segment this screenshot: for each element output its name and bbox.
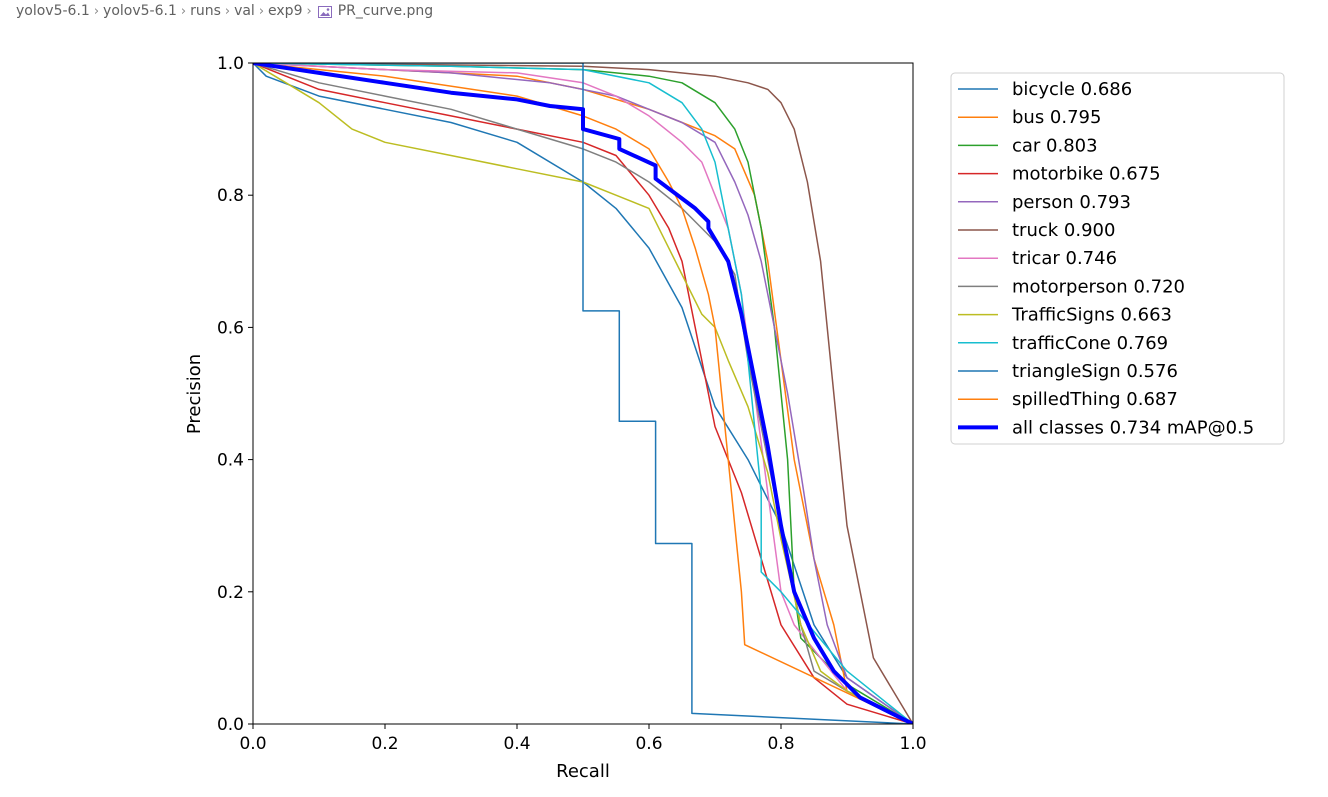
legend-entry-label: truck 0.900	[1012, 220, 1115, 241]
series-line-0	[253, 63, 913, 724]
x-tick-label: 0.8	[767, 734, 794, 754]
legend-entry-label: triangleSign 0.576	[1012, 361, 1178, 382]
series-line-3	[253, 63, 913, 724]
series-line-2	[253, 63, 913, 724]
series-line-11	[253, 63, 913, 724]
legend-entry-label: trafficCone 0.769	[1012, 333, 1168, 354]
chevron-right-icon: ›	[258, 3, 265, 19]
chevron-right-icon: ›	[306, 3, 312, 19]
series-line-10	[253, 63, 913, 724]
chevron-right-icon: ›	[180, 3, 187, 19]
legend: bicycle 0.686 bus 0.795 car 0.803 motorbike…	[950, 72, 1285, 445]
chevron-right-icon: ›	[224, 3, 231, 19]
x-tick-label: 1.0	[899, 734, 926, 754]
legend-entry-label: motorperson 0.720	[1012, 276, 1185, 297]
x-tick-label: 0.4	[503, 734, 530, 754]
legend-entry-label: car 0.803	[1012, 135, 1098, 156]
legend-entry-label: tricar 0.746	[1012, 248, 1117, 269]
legend-entry-label: motorbike 0.675	[1012, 164, 1161, 185]
x-tick-label: 0.6	[635, 734, 662, 754]
y-tick-label: 0.8	[217, 186, 244, 206]
legend-entry-label: person 0.793	[1012, 192, 1131, 213]
y-tick-label: 0.2	[217, 583, 244, 603]
series-line-12	[253, 63, 913, 724]
x-axis-ticks: 0.0 0.2 0.4 0.6 0.8 1.0	[239, 724, 927, 754]
series-layer	[253, 63, 913, 724]
series-line-4	[253, 63, 913, 724]
x-axis-label: Recall	[556, 761, 610, 782]
breadcrumb-item-file[interactable]: PR_curve.png	[337, 3, 434, 19]
legend-entry-label: spilledThing 0.687	[1012, 389, 1178, 410]
legend-entry-label: bus 0.795	[1012, 107, 1101, 128]
y-tick-label: 0.4	[217, 451, 244, 471]
legend-box	[950, 72, 1285, 445]
breadcrumb-item-val[interactable]: val	[234, 3, 255, 19]
series-line-5	[253, 63, 913, 724]
breadcrumb-item-yolov5-6.1[interactable]: yolov5-6.1	[103, 3, 177, 19]
legend-entry-label: TrafficSigns 0.663	[1011, 305, 1172, 326]
breadcrumb-item-exp9[interactable]: exp9	[268, 3, 303, 19]
plot-frame	[252, 62, 914, 725]
breadcrumb-item-runs[interactable]: runs	[190, 3, 221, 19]
legend-entry-label: bicycle 0.686	[1012, 79, 1132, 100]
legend-entry-label: all classes 0.734 mAP@0.5	[1012, 417, 1254, 438]
image-file-icon	[317, 6, 332, 18]
series-line-6	[253, 63, 913, 724]
y-tick-label: 0.6	[217, 318, 244, 338]
x-tick-label: 0.0	[239, 734, 266, 754]
y-tick-label: 1.0	[217, 54, 244, 74]
y-axis-ticks: 0.0 0.2 0.4 0.6 0.8 1.0	[217, 54, 253, 735]
series-line-9	[253, 63, 913, 724]
chevron-right-icon: ›	[93, 3, 100, 19]
y-tick-label: 0.0	[217, 715, 244, 735]
y-axis-label: Precision	[184, 354, 205, 434]
x-tick-label: 0.2	[371, 734, 398, 754]
breadcrumb-item-yolov5-6.1-root[interactable]: yolov5-6.1	[16, 3, 90, 19]
breadcrumb: yolov5-6.1 › yolov5-6.1 › runs › val › e…	[16, 0, 433, 22]
